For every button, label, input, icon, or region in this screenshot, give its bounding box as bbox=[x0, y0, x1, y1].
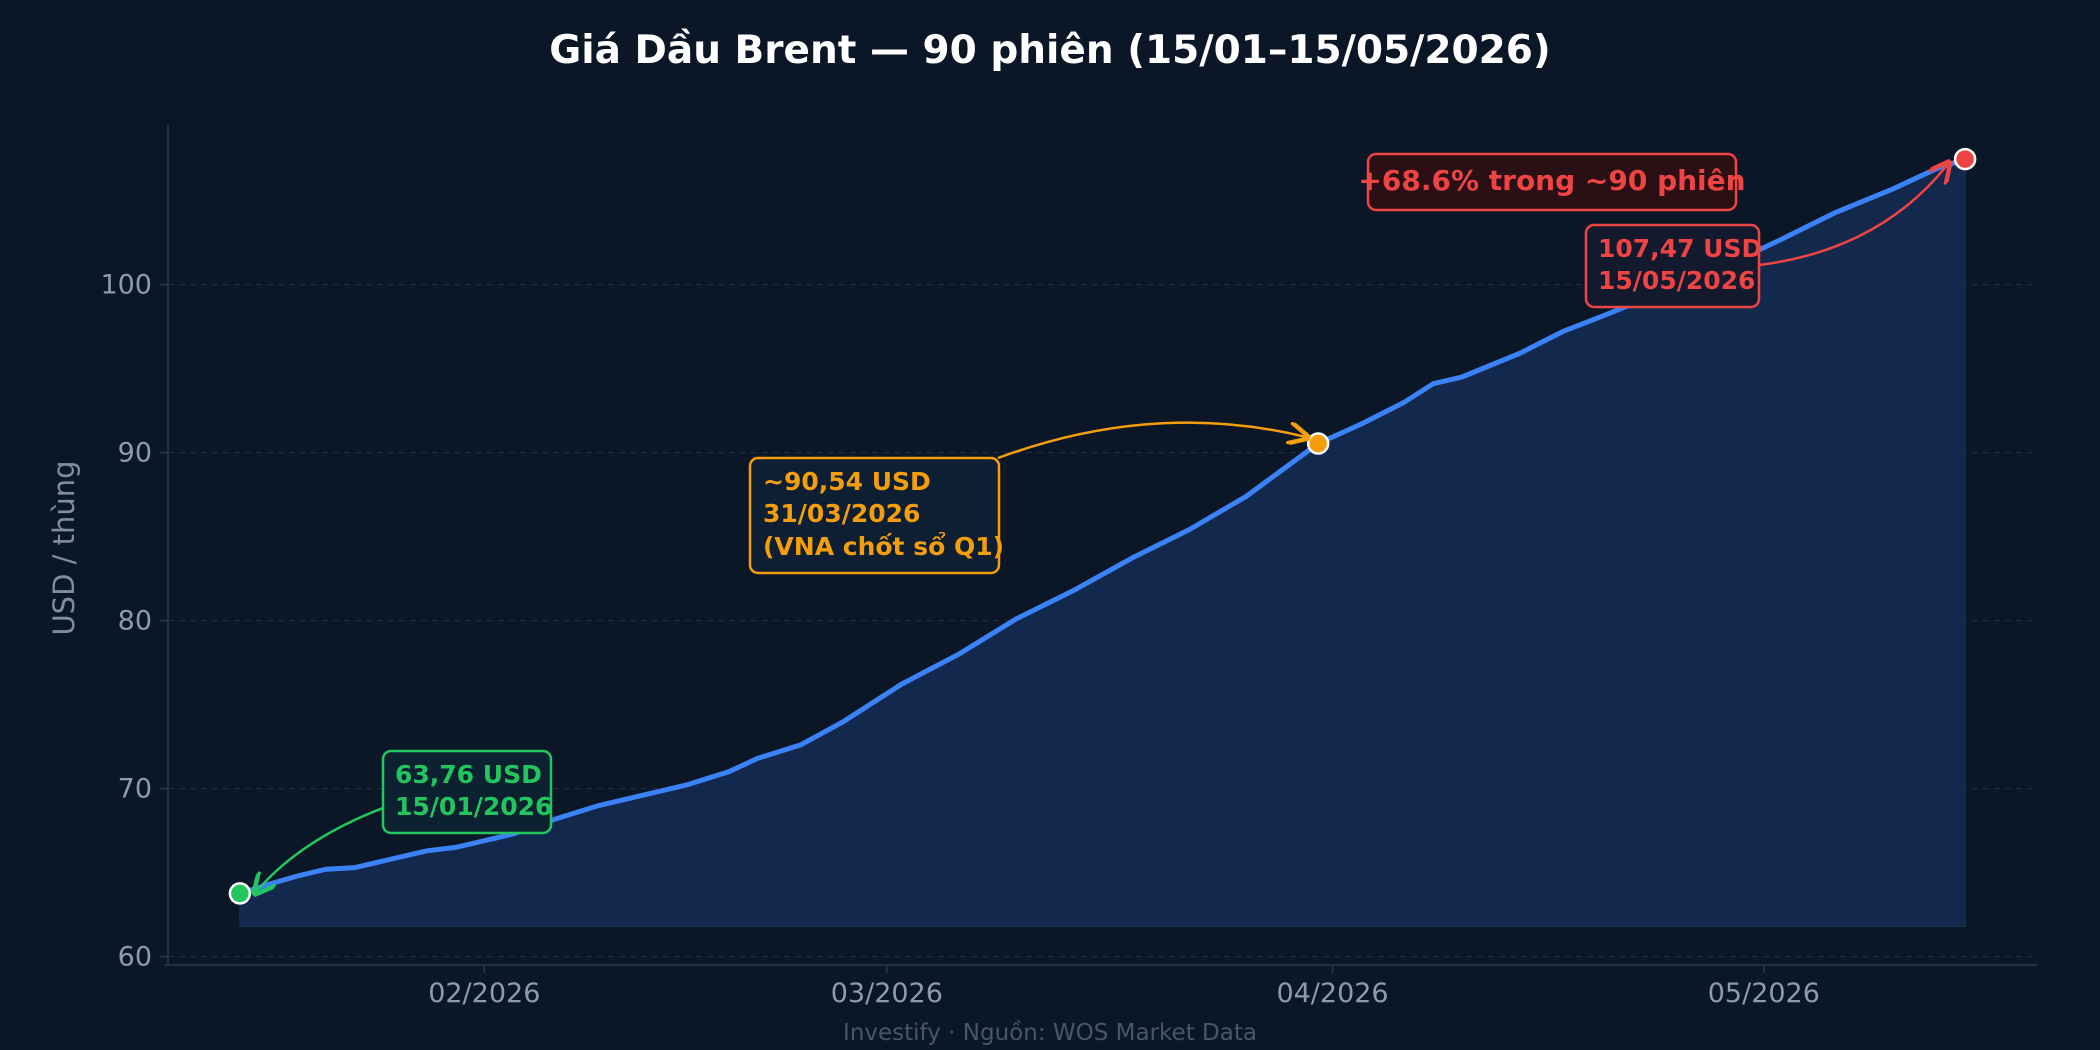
annotation-end-arrow bbox=[1758, 164, 1948, 267]
annotation-mid-value: ~90,54 USD bbox=[763, 467, 931, 496]
annotation-end: 107,47 USD 15/05/2026 bbox=[1584, 164, 1948, 309]
change-badge-box bbox=[1366, 152, 1738, 212]
chart-title: Giá Dầu Brent — 90 phiên (15/01–15/05/20… bbox=[549, 28, 1551, 73]
annotation-end-date: 15/05/2026 bbox=[1598, 266, 1755, 295]
x-tick-label: 04/2026 bbox=[1276, 978, 1388, 1009]
y-tick-label: 80 bbox=[118, 606, 152, 637]
y-tick-label: 100 bbox=[100, 270, 152, 301]
annotation-start-box bbox=[381, 749, 553, 835]
mid-point bbox=[1306, 432, 1330, 455]
annotation-end-value: 107,47 USD bbox=[1598, 234, 1762, 263]
annotation-mid-arrow bbox=[997, 421, 1306, 460]
footer-source: Investify · Nguồn: WOS Market Data bbox=[843, 1020, 1257, 1046]
change-label: +68.6% trong ~90 phiên bbox=[1358, 164, 1745, 197]
axes bbox=[164, 125, 2037, 966]
annotation-mid-date: 31/03/2026 bbox=[763, 499, 920, 528]
annotation-start: 63,76 USD 15/01/2026 bbox=[256, 749, 553, 892]
annotation-mid: ~90,54 USD 31/03/2026 (VNA chốt sổ Q1) bbox=[748, 421, 1306, 575]
x-tick-label: 02/2026 bbox=[428, 978, 540, 1009]
annotation-start-arrow bbox=[256, 806, 384, 892]
y-ticks: 60 70 80 90 100 bbox=[100, 270, 168, 973]
start-point bbox=[228, 882, 252, 905]
change-badge: +68.6% trong ~90 phiên bbox=[1358, 152, 1746, 212]
annotation-end-box bbox=[1584, 223, 1761, 309]
annotation-mid-note: (VNA chốt sổ Q1) bbox=[763, 531, 1004, 561]
x-tick-label: 03/2026 bbox=[831, 978, 943, 1009]
y-tick-label: 90 bbox=[118, 438, 152, 469]
end-point bbox=[1953, 147, 1977, 171]
annotation-start-date: 15/01/2026 bbox=[395, 792, 552, 821]
y-tick-label: 60 bbox=[118, 942, 152, 973]
y-axis-title: USD / thùng bbox=[47, 460, 81, 635]
annotation-start-value: 63,76 USD bbox=[395, 760, 542, 789]
x-tick-label: 05/2026 bbox=[1708, 978, 1820, 1009]
x-ticks: 02/2026 03/2026 04/2026 05/2026 bbox=[428, 965, 1820, 1009]
y-tick-label: 70 bbox=[118, 774, 152, 805]
annotation-mid-box bbox=[748, 456, 1001, 575]
